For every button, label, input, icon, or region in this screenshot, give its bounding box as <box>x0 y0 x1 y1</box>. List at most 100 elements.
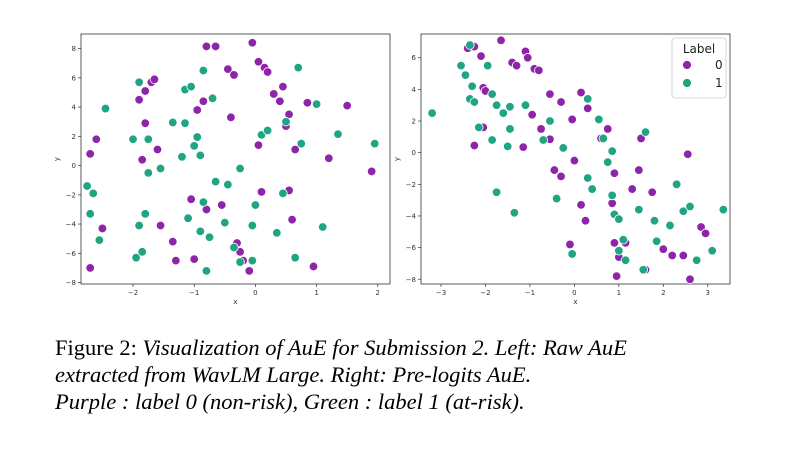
right-point-label-0 <box>496 35 506 46</box>
left-point-label-1 <box>177 152 187 162</box>
right-point-label-0 <box>511 60 522 71</box>
right-point-label-1 <box>465 40 475 50</box>
right-point-label-0 <box>607 198 617 209</box>
left-point-label-0 <box>85 149 95 159</box>
left-x-tick-label: 0 <box>253 289 257 297</box>
left-point-label-0 <box>85 263 95 273</box>
left-point-label-0 <box>192 105 202 115</box>
right-point-label-0 <box>700 228 711 239</box>
left-x-tick-label: 1 <box>314 289 318 297</box>
right-point-label-0 <box>634 165 644 175</box>
left-y-tick-label: −4 <box>66 221 77 229</box>
right-point-label-0 <box>609 238 620 248</box>
right-x-tick-label: −1 <box>525 289 535 297</box>
left-point-label-1 <box>189 141 199 151</box>
right-point-label-1 <box>467 81 477 91</box>
left-point-label-0 <box>278 81 288 92</box>
right-point-label-1 <box>487 135 497 145</box>
left-point-label-0 <box>324 153 334 163</box>
caption-line-2: extracted from WavLM Large. Right: Pre-l… <box>55 362 532 387</box>
right-point-label-1 <box>482 60 493 71</box>
right-point-label-1 <box>567 249 577 259</box>
right-y-tick-label: −6 <box>406 244 417 252</box>
left-x-axis-label: x <box>233 298 237 306</box>
left-point-label-1 <box>272 228 282 238</box>
right-point-label-0 <box>667 250 677 261</box>
caption-line-3: Purple : label 0 (non-risk), Green : lab… <box>55 389 525 414</box>
right-point-label-1 <box>491 187 502 197</box>
left-point-label-1 <box>235 257 245 267</box>
left-point-label-1 <box>247 220 258 231</box>
right-point-label-1 <box>638 265 649 275</box>
right-point-label-0 <box>685 274 695 284</box>
left-y-tick-label: 4 <box>72 104 77 112</box>
right-point-label-0 <box>580 216 591 226</box>
right-point-label-1 <box>603 157 613 167</box>
right-point-label-0 <box>567 114 577 125</box>
left-point-label-0 <box>308 261 319 272</box>
left-point-label-1 <box>250 200 261 210</box>
right-point-label-1 <box>505 102 515 112</box>
left-point-label-1 <box>229 242 239 253</box>
left-point-label-1 <box>247 255 258 266</box>
left-point-label-0 <box>244 266 254 276</box>
right-point-label-1 <box>614 214 624 224</box>
right-point-label-0 <box>556 97 566 107</box>
right-point-label-1 <box>614 246 624 256</box>
left-point-label-1 <box>278 188 288 199</box>
left-point-label-1 <box>140 209 150 219</box>
right-y-tick-label: 0 <box>412 149 416 157</box>
left-point-label-1 <box>131 252 141 263</box>
left-point-label-0 <box>149 74 160 85</box>
figure-caption: Figure 2: Visualization of AuE for Submi… <box>55 334 775 415</box>
left-point-label-1 <box>85 209 95 219</box>
left-point-label-1 <box>204 232 215 242</box>
right-point-label-1 <box>634 204 644 215</box>
left-point-label-1 <box>198 197 209 207</box>
right-point-label-0 <box>696 222 706 232</box>
left-point-label-0 <box>229 70 239 80</box>
right-point-label-0 <box>576 87 586 98</box>
right-point-label-0 <box>683 149 693 159</box>
left-point-label-0 <box>189 254 199 264</box>
right-point-label-1 <box>456 60 466 71</box>
left-point-label-1 <box>293 62 303 73</box>
right-point-label-0 <box>611 271 622 281</box>
right-point-label-1 <box>587 184 597 194</box>
left-scatter-plot: −2 −1 0 1 2 −8 −6 −4 −2 0 2 4 6 8 x y <box>53 33 391 306</box>
left-point-label-1 <box>262 125 273 136</box>
left-point-label-0 <box>168 236 178 247</box>
caption-text-1: Visualization of AuE for Submission 2. L… <box>142 335 627 360</box>
left-point-label-1 <box>333 129 343 139</box>
right-x-tick-label: −3 <box>436 289 446 297</box>
left-y-tick-label: 8 <box>72 45 76 53</box>
left-y-tick-label: 2 <box>72 133 76 141</box>
left-point-label-1 <box>192 132 202 142</box>
legend-marker-0 <box>682 60 692 70</box>
right-point-label-0 <box>476 51 486 61</box>
left-point-label-0 <box>217 200 227 210</box>
caption-line-1: Figure 2: Visualization of AuE for Submi… <box>55 334 775 361</box>
caption-figure-number: Figure 2: <box>55 335 143 360</box>
left-point-label-0 <box>287 214 297 225</box>
right-x-tick-label: 3 <box>706 289 710 297</box>
left-point-label-0 <box>256 187 267 197</box>
left-point-label-1 <box>207 93 218 104</box>
right-point-label-0 <box>534 65 544 76</box>
right-point-label-1 <box>685 201 695 212</box>
left-point-label-0 <box>155 220 166 231</box>
right-x-tick-label: 2 <box>661 289 665 297</box>
left-point-label-1 <box>296 138 306 149</box>
right-y-tick-label: 4 <box>412 86 417 94</box>
left-point-label-1 <box>143 168 154 178</box>
left-point-label-1 <box>128 134 138 144</box>
right-point-label-1 <box>583 94 593 104</box>
left-point-label-0 <box>275 96 285 106</box>
right-point-label-0 <box>518 142 528 152</box>
left-point-label-0 <box>253 57 264 67</box>
left-point-label-1 <box>223 179 233 190</box>
left-point-label-1 <box>100 103 111 114</box>
left-point-label-1 <box>317 222 328 232</box>
right-point-label-0 <box>569 155 580 166</box>
right-x-tick-label: 0 <box>572 289 576 297</box>
